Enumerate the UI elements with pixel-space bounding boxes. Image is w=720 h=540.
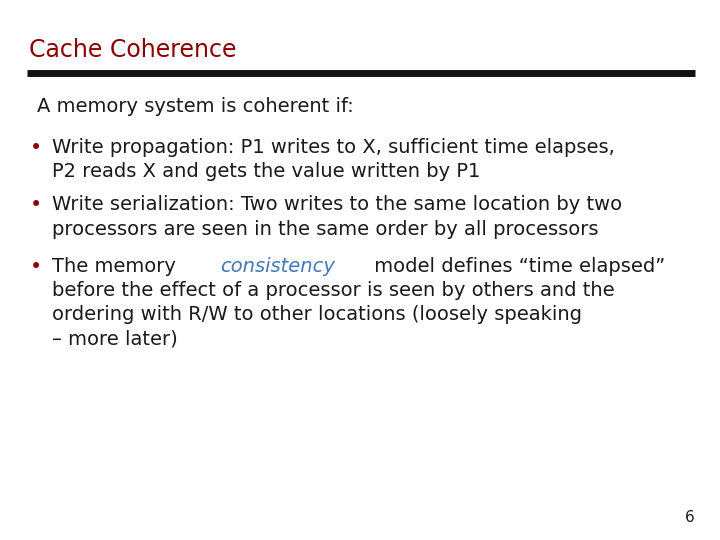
Text: model defines “time elapsed”: model defines “time elapsed” xyxy=(368,256,665,275)
Text: processors are seen in the same order by all processors: processors are seen in the same order by… xyxy=(52,220,598,239)
Text: before the effect of a processor is seen by others and the: before the effect of a processor is seen… xyxy=(52,281,614,300)
Text: •: • xyxy=(30,256,42,276)
Text: Write propagation: P1 writes to X, sufficient time elapses,: Write propagation: P1 writes to X, suffi… xyxy=(52,138,615,157)
Text: – more later): – more later) xyxy=(52,329,178,348)
Text: •: • xyxy=(30,195,42,215)
Text: A memory system is coherent if:: A memory system is coherent if: xyxy=(37,97,354,116)
Text: 6: 6 xyxy=(685,510,695,525)
Text: Write serialization: Two writes to the same location by two: Write serialization: Two writes to the s… xyxy=(52,195,622,214)
Text: Cache Coherence: Cache Coherence xyxy=(29,38,236,62)
Text: •: • xyxy=(30,138,42,158)
Text: consistency: consistency xyxy=(220,256,335,275)
Text: The memory: The memory xyxy=(52,256,182,275)
Text: P2 reads X and gets the value written by P1: P2 reads X and gets the value written by… xyxy=(52,162,480,181)
Text: ordering with R/W to other locations (loosely speaking: ordering with R/W to other locations (lo… xyxy=(52,305,582,324)
